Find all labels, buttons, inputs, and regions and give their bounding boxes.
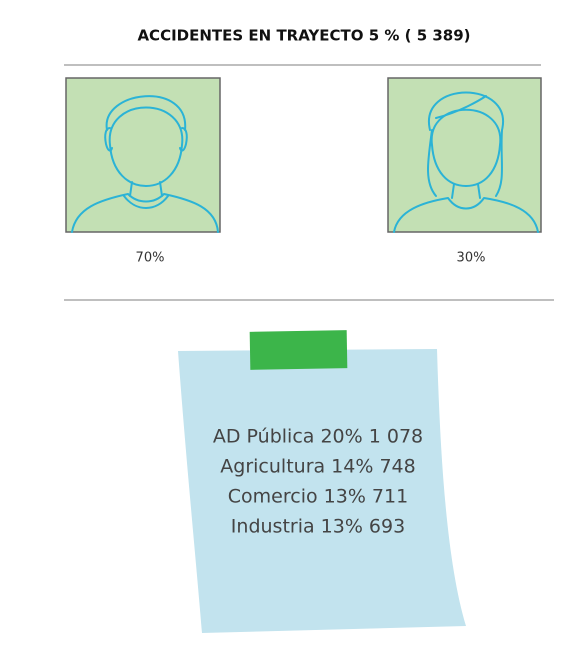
- title: ACCIDENTES EN TRAYECTO 5 % ( 5 389): [137, 27, 470, 45]
- male-avatar: [71, 95, 219, 233]
- tape: [249, 330, 348, 370]
- avatar-frame: [65, 77, 221, 233]
- note-paper: [178, 349, 466, 633]
- female-percent: 30%: [457, 251, 486, 266]
- note-line: Comercio 13% 711: [228, 486, 408, 508]
- note-line: Industria 13% 693: [231, 516, 405, 538]
- male-percent: 70%: [136, 251, 165, 266]
- note-line: Agricultura 14% 748: [220, 456, 415, 478]
- note-line: AD Pública 20% 1 078: [213, 426, 423, 448]
- female-figure: 30%: [387, 77, 542, 266]
- sticky-note: AD Pública 20% 1 078 Agricultura 14% 748…: [178, 330, 466, 633]
- male-figure: 70%: [65, 77, 221, 266]
- female-avatar: [393, 91, 539, 233]
